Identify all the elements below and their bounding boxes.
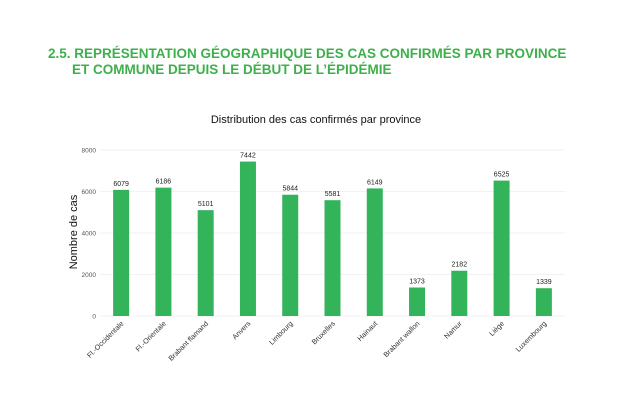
bar (324, 200, 341, 316)
x-tick-label: Limbourg (267, 319, 295, 347)
x-tick-label: Brabant flamand (166, 319, 210, 363)
bar (409, 287, 426, 316)
bar (282, 194, 299, 316)
bar (493, 180, 510, 316)
data-label: 5101 (198, 201, 214, 208)
y-tick-label: 8000 (82, 147, 97, 154)
section-heading-line-1: 2.5. REPRÉSENTATION GÉOGRAPHIQUE DES CAS… (48, 46, 567, 61)
x-tick-label: Fl.-Occidentale (85, 319, 126, 360)
data-label: 6525 (494, 172, 510, 179)
data-label: 2182 (452, 262, 468, 269)
section-heading: 2.5. REPRÉSENTATION GÉOGRAPHIQUE DES CAS… (48, 46, 628, 78)
data-label: 6149 (367, 179, 383, 186)
chart-title: Distribution des cas confirmés par provi… (211, 114, 421, 126)
x-tick-label: Luxembourg (514, 319, 549, 354)
data-label: 1373 (409, 279, 425, 286)
data-label: 5581 (325, 191, 341, 198)
bar (451, 270, 468, 316)
x-tick-label: Bruxelles (310, 319, 338, 347)
data-label: 6186 (156, 179, 172, 186)
x-tick-label: Anvers (230, 319, 252, 341)
section-heading-line-2: ET COMMUNE DEPUIS LE DÉBUT DE L’ÉPIDÉMIE (72, 62, 392, 77)
y-tick-label: 0 (92, 313, 96, 320)
x-tick-label: Hainaut (355, 319, 379, 343)
x-tick-label: Fl.-Orientale (133, 319, 167, 353)
data-label: 5844 (282, 186, 298, 193)
bar (197, 210, 214, 316)
bar (535, 288, 552, 316)
y-tick-label: 4000 (82, 230, 97, 237)
bar (155, 187, 172, 316)
y-tick-label: 6000 (82, 189, 97, 196)
y-axis-ticks: 0 2000 4000 6000 8000 (82, 147, 97, 320)
x-tick-label: Liège (487, 319, 506, 338)
bar (239, 161, 256, 316)
data-labels: 6079 6186 5101 7442 5844 5581 6149 1373 2182 6525… (113, 153, 551, 287)
y-tick-label: 2000 (82, 272, 97, 279)
y-axis-label: Nombre de cas (68, 194, 80, 269)
bar (113, 189, 130, 316)
data-label: 6079 (113, 181, 129, 188)
data-label: 7442 (240, 153, 256, 160)
x-tick-label: Namur (442, 319, 464, 341)
bar-series (113, 161, 552, 316)
x-tick-label: Brabant wallon (381, 319, 421, 359)
data-label: 1339 (536, 279, 552, 286)
bar (366, 188, 383, 316)
